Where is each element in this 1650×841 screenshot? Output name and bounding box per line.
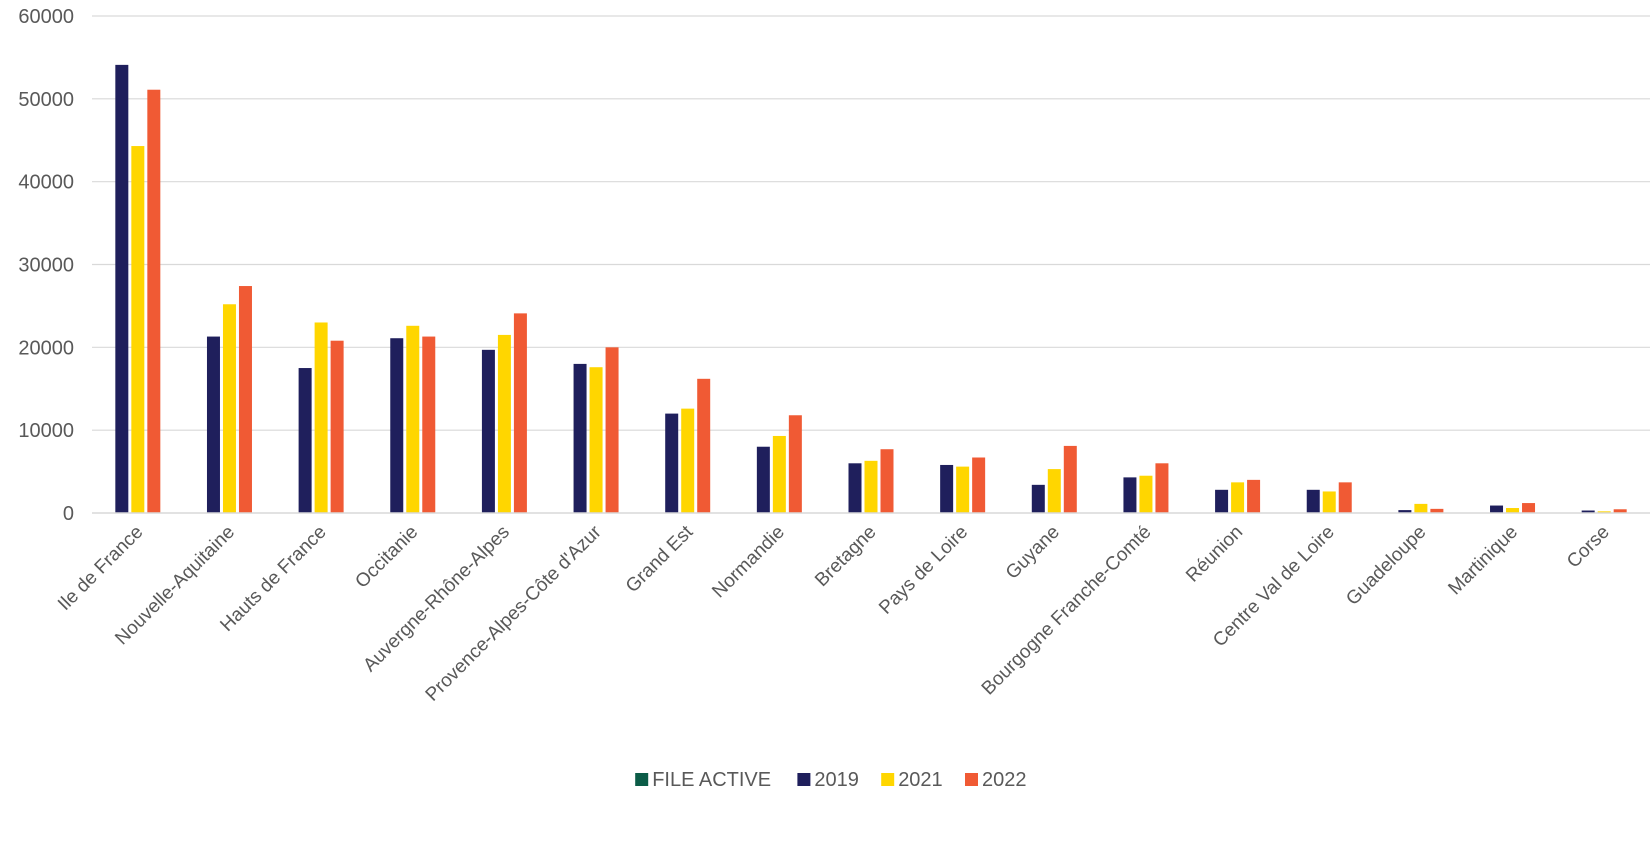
bar-2021 <box>864 460 878 513</box>
bar-2019 <box>1398 510 1412 513</box>
bar-2022 <box>1613 509 1627 513</box>
y-tick-label: 50000 <box>18 89 74 111</box>
legend-swatch <box>965 773 978 786</box>
y-tick-label: 60000 <box>18 6 74 28</box>
x-category-label: Grand Est <box>622 521 698 597</box>
x-category-label: Bourgogne Franche-Comté <box>978 522 1156 700</box>
bar-2022 <box>147 89 161 513</box>
bar-2019 <box>756 446 770 513</box>
y-tick-label: 0 <box>63 503 74 525</box>
x-category-label: Provence-Alpes-Côte d'Azur <box>422 521 606 705</box>
legend-label: 2022 <box>982 769 1027 791</box>
bar-2022 <box>697 378 711 513</box>
bars <box>115 64 1627 513</box>
bar-2022 <box>1430 508 1444 513</box>
bar-2019 <box>940 464 954 513</box>
bar-2022 <box>1063 445 1077 513</box>
bar-2021 <box>1597 511 1611 513</box>
bar-2022 <box>330 340 344 513</box>
bar-2021 <box>131 146 145 513</box>
x-category-label: Ile de France <box>54 522 147 615</box>
legend-label: 2019 <box>814 769 859 791</box>
bar-2021 <box>956 466 970 513</box>
bar-2022 <box>788 415 802 513</box>
bar-2021 <box>589 367 603 513</box>
legend-label: FILE ACTIVE <box>652 769 771 791</box>
bar-2022 <box>422 336 436 513</box>
bar-2019 <box>1123 477 1137 513</box>
bar-2019 <box>1581 510 1595 513</box>
x-category-label: Guadeloupe <box>1342 522 1430 610</box>
bar-2021 <box>314 322 328 513</box>
bar-2022 <box>1522 503 1536 513</box>
y-tick-label: 10000 <box>18 420 74 442</box>
x-category-label: Auvergne-Rhône-Alpes <box>359 522 514 677</box>
bar-2022 <box>1247 479 1261 513</box>
legend-swatch <box>797 773 811 786</box>
bar-2022 <box>605 347 619 513</box>
bar-2022 <box>513 313 527 513</box>
x-category-label: Corse <box>1563 522 1614 573</box>
bar-2019 <box>573 363 587 513</box>
bar-2022 <box>1155 463 1169 513</box>
bar-2019 <box>390 338 404 513</box>
bar-2019 <box>1215 489 1229 513</box>
bar-2019 <box>1031 484 1045 513</box>
bar-2021 <box>681 408 695 513</box>
legend-swatch <box>635 773 649 786</box>
x-category-label: Réunion <box>1182 522 1247 587</box>
legend: FILE ACTIVE 2019 2021 2022 <box>635 769 1027 791</box>
bar-2019 <box>206 336 220 513</box>
legend-label: 2021 <box>898 769 943 791</box>
y-tick-label: 30000 <box>18 255 74 277</box>
bar-2021 <box>1322 491 1336 513</box>
x-category-label: Occitanie <box>351 522 422 593</box>
bar-2019 <box>481 349 495 513</box>
bar-2019 <box>115 64 129 513</box>
x-category-label: Guyane <box>1002 522 1064 584</box>
bar-2019 <box>665 413 679 513</box>
x-category-label: Bretagne <box>811 522 880 591</box>
bar-2021 <box>1506 508 1520 513</box>
x-category-label: Pays de Loire <box>875 522 972 619</box>
bar-2021 <box>222 304 236 513</box>
bar-2021 <box>406 325 420 513</box>
y-tick-label: 40000 <box>18 172 74 194</box>
legend-swatch <box>881 773 895 786</box>
y-axis-ticks: 0 10000 20000 30000 40000 50000 60000 <box>18 6 74 525</box>
x-category-label: Martinique <box>1444 522 1522 600</box>
gridlines <box>92 15 1650 431</box>
bar-2021 <box>772 435 786 513</box>
bar-2019 <box>1306 489 1320 513</box>
y-tick-label: 20000 <box>18 337 74 359</box>
bar-2022 <box>238 286 252 513</box>
bar-2021 <box>1139 475 1153 513</box>
bar-2019 <box>848 463 862 513</box>
bar-2022 <box>880 449 894 513</box>
bar-2019 <box>298 368 312 513</box>
bar-2021 <box>1231 482 1245 513</box>
bar-2019 <box>1490 505 1504 513</box>
bar-2022 <box>1338 482 1352 513</box>
x-category-label: Normandie <box>708 522 789 603</box>
bar-2021 <box>1414 503 1428 513</box>
bar-2022 <box>972 457 986 513</box>
bar-2021 <box>497 334 511 513</box>
bar-2021 <box>1047 469 1061 513</box>
